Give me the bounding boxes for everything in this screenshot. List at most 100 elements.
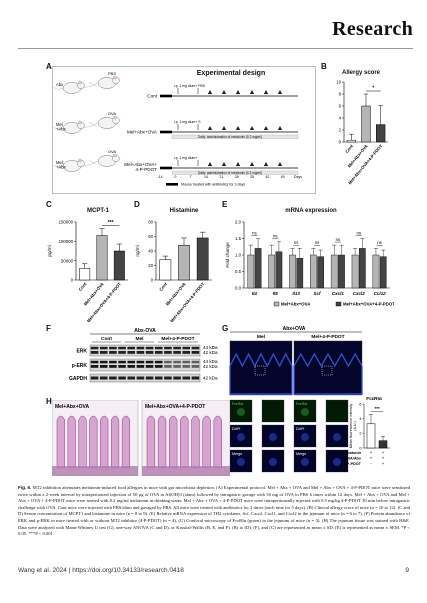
treatment-mark-1-1: + — [382, 456, 385, 461]
gavage-triangle-1-0 — [207, 126, 213, 130]
kda-label-0-1: 42 kDa — [203, 350, 218, 355]
blot-band-0-1-b — [99, 351, 108, 354]
gavage-triangle-1-5 — [277, 126, 283, 130]
confocal-image-1 — [293, 340, 363, 396]
blot-band-1-9-b — [173, 365, 181, 368]
x-tick-label-Cxcl2: Cxcl2 — [353, 291, 366, 296]
panel-e-label: E — [222, 200, 228, 209]
blot-strip-1 — [89, 358, 201, 372]
legend-label-1: Mel+Abx+OVA+4-P-PDOT — [343, 302, 394, 307]
panel-g-label: G — [222, 324, 229, 333]
blot-band-1-10-a — [182, 360, 191, 364]
blot-band-1-11-a — [191, 360, 200, 364]
mouse-icon-right-1 — [88, 115, 120, 129]
gavage-triangle-1-4 — [263, 126, 269, 130]
bar-0 — [79, 268, 91, 281]
top-note-0: i.p. 1 mg alum+ PBS — [174, 84, 206, 88]
legend-abx-block — [166, 183, 178, 186]
blot-row-label-1: p-ERK — [72, 363, 88, 369]
bottom-note-1: Daily: administration of melatonin (0.2 … — [198, 135, 262, 139]
blot-band-2-10 — [182, 376, 191, 380]
inset-label-1-2: DAPI — [296, 427, 304, 431]
y-tick-label: 0 — [151, 278, 154, 283]
sig-label: * — [372, 86, 374, 92]
gavage-triangle-0-0 — [207, 90, 213, 94]
blot-band-0-11-b — [191, 351, 200, 354]
sig-label: *** — [108, 220, 114, 226]
villus-1-2 — [168, 415, 178, 469]
confocal-col-label-0: Mel — [257, 334, 265, 340]
gavage-triangle-0-1 — [221, 90, 227, 94]
mouse-icon-right-0 — [88, 75, 120, 89]
panel-a-box — [52, 66, 316, 194]
bar-2 — [196, 237, 209, 281]
gavage-triangle-2-1 — [221, 162, 227, 166]
bar-Il5-0 — [268, 254, 275, 289]
inset-spot-1-3 — [333, 433, 341, 441]
journal-header: Research — [18, 14, 413, 49]
x-tick-label-0: Cont — [77, 281, 87, 292]
zoom-box-0 — [254, 365, 266, 376]
mouse-tail — [53, 86, 64, 90]
blot-group-header: Abx-OVA — [134, 328, 156, 334]
inset-spot-2-0 — [237, 458, 245, 466]
panel-b-label: B — [321, 62, 327, 71]
top-note-1: i.p. 1 mg alum+ S — [174, 120, 201, 124]
x-tick-label-Il13: Il13 — [292, 291, 300, 296]
treatment-label-1: OVA/Abx — [345, 457, 362, 461]
kda-label-1-0: 44 kDa — [203, 359, 218, 364]
treatment-label-0: Melatonin — [343, 451, 361, 455]
fceri-sig-label: *** — [374, 406, 380, 411]
mouse-icon-left-0 — [53, 80, 85, 94]
kda-label-0-0: 44 kDa — [203, 345, 218, 350]
gavage-triangle-1-1 — [221, 126, 227, 130]
inset-spot-1-2 — [301, 433, 309, 441]
y-tick-label: 80 — [148, 220, 153, 225]
fceri-y-tick-label: 4 — [359, 417, 361, 421]
kda-label-1-1: 42 kDa — [203, 364, 218, 369]
gavage-triangle-1-2 — [235, 126, 241, 130]
day-label-6: 35 — [250, 175, 254, 179]
y-axis-label: Fold change — [225, 242, 230, 268]
gavage-triangle-1-3 — [249, 126, 255, 130]
mouse-tag-2: OVA — [108, 149, 116, 154]
blot-band-0-0-b — [90, 351, 99, 354]
zoom-box-1 — [321, 365, 333, 376]
daily-bar-1 — [171, 134, 299, 139]
blot-band-1-0-a — [90, 360, 99, 364]
y-tick-label: 6 — [339, 104, 342, 109]
arrow-icon-left-2 — [82, 162, 97, 167]
chart-mcpt1: 050000100000150000pg/mlContMel+Abx+OVAMe… — [47, 220, 128, 322]
blot-band-0-4-a — [127, 346, 136, 350]
bar-0 — [346, 139, 356, 143]
muscle-layer-0 — [52, 466, 138, 476]
blot-band-0-6-a — [145, 346, 154, 350]
mouse-icon-left-2 — [53, 158, 85, 172]
blot-band-2-7 — [154, 376, 163, 380]
blot-band-0-7-b — [154, 351, 163, 354]
day-label-2: 7 — [190, 175, 192, 179]
daily-bar-2 — [171, 170, 299, 175]
day-label-8: 49 — [281, 175, 285, 179]
bar-Il13-1 — [296, 258, 304, 289]
y-axis-label: ng/ml — [135, 245, 140, 256]
y-tick-label: 20 — [148, 263, 153, 268]
villi-outline-1 — [293, 352, 363, 395]
blot-band-2-4 — [127, 376, 136, 380]
villus-1-3 — [180, 415, 189, 469]
day-label-1: 0 — [174, 175, 176, 179]
sig-label-Scf: ns — [315, 240, 320, 245]
gavage-triangle-2-4 — [263, 162, 269, 166]
bar-Il5-1 — [275, 251, 283, 289]
journal-name: Research — [332, 18, 413, 40]
left-mouse-label-0: Abx — [56, 82, 64, 87]
villus-0-0 — [56, 415, 65, 469]
arrow-icon-left-1 — [82, 124, 97, 129]
bar-1 — [178, 244, 190, 281]
villus-1-1 — [157, 415, 167, 469]
villus-1-0 — [146, 415, 156, 469]
y-tick-label: 50000 — [61, 258, 74, 263]
gavage-triangle-0-4 — [263, 90, 269, 94]
blot-band-0-2-b — [109, 351, 117, 354]
treatment-mark-0-0: + — [370, 450, 373, 455]
